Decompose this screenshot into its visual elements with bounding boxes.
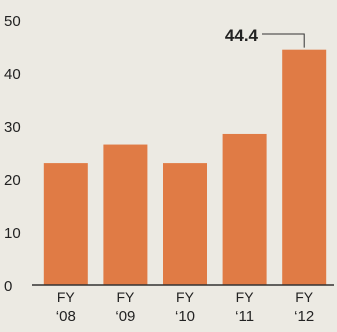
annotation-group: 44.4 bbox=[225, 26, 305, 48]
x-tick-label-line1-4: FY bbox=[295, 289, 314, 305]
y-tick-label-20: 20 bbox=[4, 172, 21, 189]
annotation-leader-line bbox=[262, 33, 305, 48]
x-tick-label-line2-1: ‘09 bbox=[115, 308, 135, 325]
x-tick-label-line1-3: FY bbox=[236, 289, 255, 305]
y-tick-label-40: 40 bbox=[4, 66, 21, 83]
bar-3 bbox=[222, 133, 267, 285]
y-tick-label-30: 30 bbox=[4, 119, 21, 136]
annotation-label: 44.4 bbox=[225, 26, 259, 45]
bar-4 bbox=[282, 49, 327, 286]
bar-1 bbox=[103, 144, 148, 285]
y-tick-label-10: 10 bbox=[4, 225, 21, 242]
x-tick-label-line1-2: FY bbox=[176, 289, 195, 305]
y-tick-label-50: 50 bbox=[4, 13, 21, 30]
x-axis-tick-labels: FY ‘08 FY ‘09 FY ‘10 FY ‘11 FY ‘12 bbox=[56, 289, 314, 325]
bars-group bbox=[43, 49, 327, 286]
x-tick-label-line2-3: ‘11 bbox=[235, 308, 254, 325]
bar-0 bbox=[43, 163, 88, 285]
x-tick-label-line2-4: ‘12 bbox=[294, 308, 314, 325]
x-tick-label-line2-2: ‘10 bbox=[175, 308, 195, 325]
x-tick-label-line2-0: ‘08 bbox=[56, 308, 76, 325]
x-tick-label-line1-0: FY bbox=[57, 289, 76, 305]
x-tick-label-line1-1: FY bbox=[116, 289, 135, 305]
bar-2 bbox=[163, 163, 207, 285]
y-axis-tick-labels: 0 10 20 30 40 50 bbox=[4, 13, 21, 295]
y-tick-label-0: 0 bbox=[4, 278, 12, 295]
